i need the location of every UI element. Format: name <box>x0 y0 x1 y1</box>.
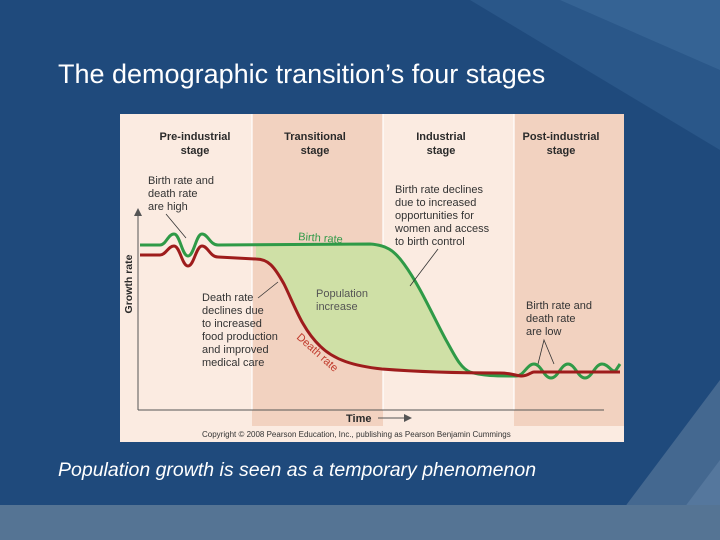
population-increase-area <box>256 244 470 372</box>
annotation-post-industrial: Birth rate and death rate are low <box>526 300 592 338</box>
birth-rate-curve <box>140 232 622 380</box>
stage-panel-post-industrial <box>514 114 624 442</box>
x-axis-arrow <box>404 414 412 422</box>
stage-header-post-industrial-line2: stage <box>547 145 576 157</box>
stage-panel-pre-industrial <box>120 114 252 442</box>
stage-header-industrial: Industrial <box>416 131 466 143</box>
svg-text:medical care: medical care <box>202 357 264 369</box>
svg-text:increase: increase <box>316 301 358 313</box>
stage-header-transitional: Transitional <box>284 131 346 143</box>
svg-text:are high: are high <box>148 201 188 213</box>
annotation-birth-rate-decline: Birth rate declines due to increased opp… <box>394 184 490 248</box>
copyright-text: Copyright © 2008 Pearson Education, Inc.… <box>202 430 511 439</box>
svg-text:Death rate: Death rate <box>202 292 253 304</box>
svg-text:to birth control: to birth control <box>395 236 465 248</box>
slide-title: The demographic transition’s four stages <box>58 59 546 89</box>
slide-caption: Population growth is seen as a temporary… <box>58 459 537 481</box>
svg-text:Birth rate and: Birth rate and <box>526 300 592 312</box>
y-axis-arrow <box>134 208 142 216</box>
x-axis-label: Time <box>346 413 371 425</box>
svg-text:food production: food production <box>202 331 278 343</box>
y-axis-label: Growth rate <box>123 254 135 313</box>
svg-text:to increased: to increased <box>202 318 262 330</box>
svg-text:Birth rate declines: Birth rate declines <box>395 184 484 196</box>
svg-text:due to increased: due to increased <box>395 197 476 209</box>
svg-text:Birth rate and: Birth rate and <box>148 175 214 187</box>
svg-text:are low: are low <box>526 326 562 338</box>
annotation-pre-industrial: Birth rate and death rate are high <box>148 175 214 213</box>
annotation-death-rate-decline: Death rate declines due to increased foo… <box>202 292 278 369</box>
copyright-band <box>120 426 624 442</box>
callout-line-pre <box>165 213 187 239</box>
svg-text:women and access: women and access <box>394 223 490 235</box>
annotation-population-increase: Population increase <box>316 288 368 313</box>
callout-line-death <box>257 281 279 299</box>
svg-text:Population: Population <box>316 288 368 300</box>
death-rate-curve <box>140 244 620 378</box>
callout-line-post <box>537 338 555 365</box>
stage-header-industrial-line2: stage <box>427 145 456 157</box>
stage-header-pre-industrial-line2: stage <box>181 145 210 157</box>
stage-header-pre-industrial: Pre-industrial <box>160 131 231 143</box>
stage-header-transitional-line2: stage <box>301 145 330 157</box>
callout-line-birth <box>409 248 439 287</box>
birth-rate-label: Birth rate <box>298 231 343 246</box>
demographic-transition-figure: Pre-industrial stage Transitional stage … <box>120 114 624 442</box>
stage-header-post-industrial: Post-industrial <box>522 131 599 143</box>
svg-text:declines due: declines due <box>202 305 264 317</box>
svg-text:death rate: death rate <box>526 313 576 325</box>
svg-text:opportunities for: opportunities for <box>395 210 474 222</box>
svg-text:death rate: death rate <box>148 188 198 200</box>
svg-text:and improved: and improved <box>202 344 269 356</box>
